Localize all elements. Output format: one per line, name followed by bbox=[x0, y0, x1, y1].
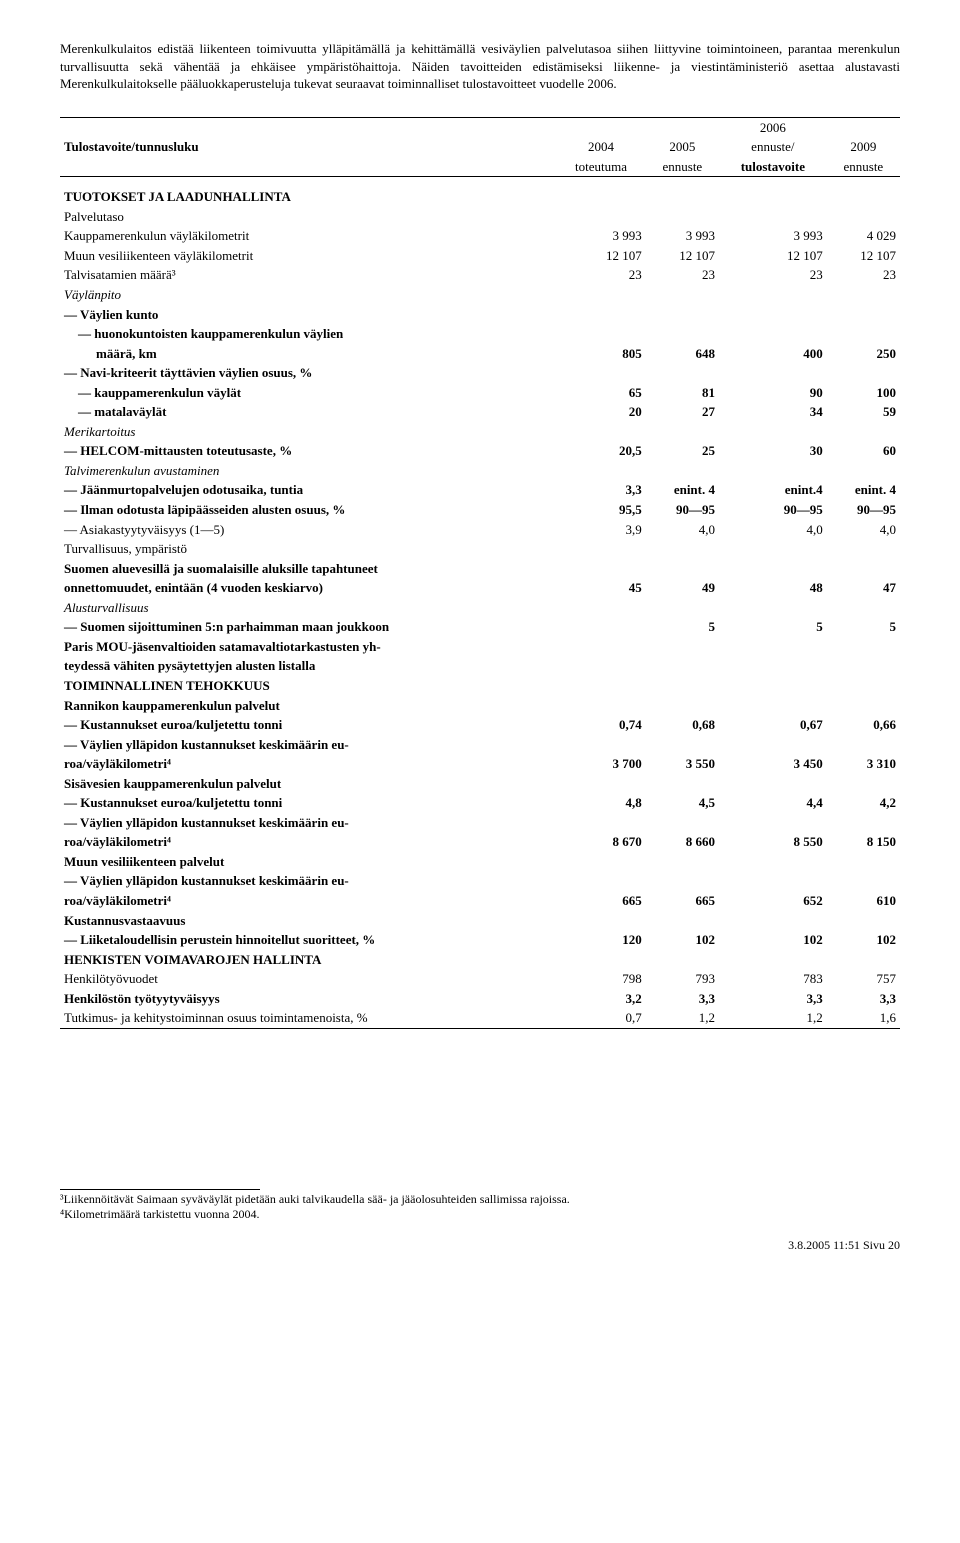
col3-year: 2006 bbox=[719, 117, 827, 137]
footnote-2: ⁴Kilometrimäärä tarkistettu vuonna 2004. bbox=[60, 1207, 900, 1223]
section-3: HENKISTEN VOIMAVAROJEN HALLINTA bbox=[60, 950, 900, 970]
subhead-alusturvallisuus: Alusturvallisuus bbox=[60, 598, 900, 618]
row-label: Muun vesiliikenteen väyläkilometrit bbox=[60, 246, 556, 266]
table-row: — Suomen sijoittuminen 5:n parhaimman ma… bbox=[60, 617, 900, 637]
row-label: Suomen aluevesillä ja suomalaisille aluk… bbox=[60, 559, 900, 579]
subhead-palvelutaso: Palvelutaso bbox=[60, 207, 900, 227]
row-label: Henkilöstön työtyytyväisyys bbox=[60, 989, 556, 1009]
col0-header: Tulostavoite/tunnusluku bbox=[60, 137, 556, 157]
table-row: onnettomuudet, enintään (4 vuoden keskia… bbox=[60, 578, 900, 598]
table-row: määrä, km 805 648 400 250 bbox=[60, 344, 900, 364]
row-label: — Väylien ylläpidon kustannukset keskimä… bbox=[60, 871, 900, 891]
row-label: — Ilman odotusta läpipäässeiden alusten … bbox=[60, 500, 556, 520]
table-row: — matalaväylät 20 27 34 59 bbox=[60, 402, 900, 422]
subhead-merikartoitus: Merikartoitus bbox=[60, 422, 900, 442]
table-row: — Asiakastyytyväisyys (1—5) 3,9 4,0 4,0 … bbox=[60, 520, 900, 540]
row-label: — Kustannukset euroa/kuljetettu tonni bbox=[60, 793, 556, 813]
row-label: Muun vesiliikenteen palvelut bbox=[60, 852, 900, 872]
table-row: — Ilman odotusta läpipäässeiden alusten … bbox=[60, 500, 900, 520]
table-row: — Liiketaloudellisin perustein hinnoitel… bbox=[60, 930, 900, 950]
row-label: Talvisatamien määrä³ bbox=[60, 265, 556, 285]
row-label: onnettomuudet, enintään (4 vuoden keskia… bbox=[60, 578, 556, 598]
results-table: 2006 Tulostavoite/tunnusluku 2004 2005 e… bbox=[60, 117, 900, 1029]
col1-sub: toteutuma bbox=[556, 157, 645, 177]
row-label: roa/väyläkilometri⁴ bbox=[60, 754, 556, 774]
col2-year: 2005 bbox=[646, 137, 719, 157]
table-row: Muun vesiliikenteen väyläkilometrit 12 1… bbox=[60, 246, 900, 266]
page-footer: 3.8.2005 11:51 Sivu 20 bbox=[60, 1237, 900, 1253]
row-label: Paris MOU-jäsenvaltioiden satamavaltiota… bbox=[60, 637, 900, 657]
row-label: — Liiketaloudellisin perustein hinnoitel… bbox=[60, 930, 556, 950]
row-label: Henkilötyövuodet bbox=[60, 969, 556, 989]
row-label: määrä, km bbox=[60, 344, 556, 364]
table-row: — Kustannukset euroa/kuljetettu tonni 0,… bbox=[60, 715, 900, 735]
col4-sub: ennuste bbox=[827, 157, 900, 177]
row-value: 3 993 bbox=[719, 226, 827, 246]
row-value: 3 993 bbox=[646, 226, 719, 246]
footnote-1: ³Liikennöitävät Saimaan syväväylät pidet… bbox=[60, 1192, 900, 1208]
intro-paragraph: Merenkulkulaitos edistää liikenteen toim… bbox=[60, 40, 900, 93]
row-label: — kauppamerenkulun väylät bbox=[60, 383, 556, 403]
col3-sub2: tulostavoite bbox=[719, 157, 827, 177]
subhead-talvimerenkulun: Talvimerenkulun avustaminen bbox=[60, 461, 900, 481]
row-label: — Kustannukset euroa/kuljetettu tonni bbox=[60, 715, 556, 735]
row-label: roa/väyläkilometri⁴ bbox=[60, 891, 556, 911]
table-row: Henkilötyövuodet 798 793 783 757 bbox=[60, 969, 900, 989]
table-row: Kauppamerenkulun väyläkilometrit 3 993 3… bbox=[60, 226, 900, 246]
section-1: TUOTOKSET JA LAADUNHALLINTA bbox=[60, 187, 900, 207]
table-row: Talvisatamien määrä³ 23 23 23 23 bbox=[60, 265, 900, 285]
row-label: — Väylien ylläpidon kustannukset keskimä… bbox=[60, 813, 900, 833]
table-row: — Jäänmurtopalvelujen odotusaika, tuntia… bbox=[60, 480, 900, 500]
table-row: — Kustannukset euroa/kuljetettu tonni 4,… bbox=[60, 793, 900, 813]
row-label: — Suomen sijoittuminen 5:n parhaimman ma… bbox=[60, 617, 556, 637]
row-label: teydessä vähiten pysäytettyjen alusten l… bbox=[60, 656, 900, 676]
row-value: 3 993 bbox=[556, 226, 645, 246]
table-row: — kauppamerenkulun väylät 65 81 90 100 bbox=[60, 383, 900, 403]
col2-sub: ennuste bbox=[646, 157, 719, 177]
table-row: Tutkimus- ja kehitystoiminnan osuus toim… bbox=[60, 1008, 900, 1028]
col3-sub: ennuste/ bbox=[719, 137, 827, 157]
row-label: — matalaväylät bbox=[60, 402, 556, 422]
row-label: — huonokuntoisten kauppamerenkulun väyli… bbox=[60, 324, 900, 344]
table-row: Henkilöstön työtyytyväisyys 3,2 3,3 3,3 … bbox=[60, 989, 900, 1009]
table-row: roa/väyläkilometri⁴ 665 665 652 610 bbox=[60, 891, 900, 911]
table-row: roa/väyläkilometri⁴ 8 670 8 660 8 550 8 … bbox=[60, 832, 900, 852]
row-label: Kustannusvastaavuus bbox=[60, 911, 900, 931]
table-row: roa/väyläkilometri⁴ 3 700 3 550 3 450 3 … bbox=[60, 754, 900, 774]
col1-year: 2004 bbox=[556, 137, 645, 157]
row-label: roa/väyläkilometri⁴ bbox=[60, 832, 556, 852]
row-label: — Asiakastyytyväisyys (1—5) bbox=[60, 520, 556, 540]
row-label: Sisävesien kauppamerenkulun palvelut bbox=[60, 774, 900, 794]
row-label: Tutkimus- ja kehitystoiminnan osuus toim… bbox=[60, 1008, 556, 1028]
row-label: — Väylien ylläpidon kustannukset keskimä… bbox=[60, 735, 900, 755]
row-label: — Jäänmurtopalvelujen odotusaika, tuntia bbox=[60, 480, 556, 500]
subhead-turvallisuus: Turvallisuus, ympäristö bbox=[60, 539, 900, 559]
row-label: Kauppamerenkulun väyläkilometrit bbox=[60, 226, 556, 246]
row-label: Rannikon kauppamerenkulun palvelut bbox=[60, 696, 900, 716]
row-label: — HELCOM-mittausten toteutusaste, % bbox=[60, 441, 556, 461]
row-value: 4 029 bbox=[827, 226, 900, 246]
row-label: — Navi-kriteerit täyttävien väylien osuu… bbox=[60, 363, 900, 383]
col4-year: 2009 bbox=[827, 137, 900, 157]
section-2: TOIMINNALLINEN TEHOKKUUS bbox=[60, 676, 900, 696]
table-row: — HELCOM-mittausten toteutusaste, % 20,5… bbox=[60, 441, 900, 461]
subhead-vaylanpito: Väylänpito bbox=[60, 285, 900, 305]
row-label: — Väylien kunto bbox=[60, 305, 900, 325]
